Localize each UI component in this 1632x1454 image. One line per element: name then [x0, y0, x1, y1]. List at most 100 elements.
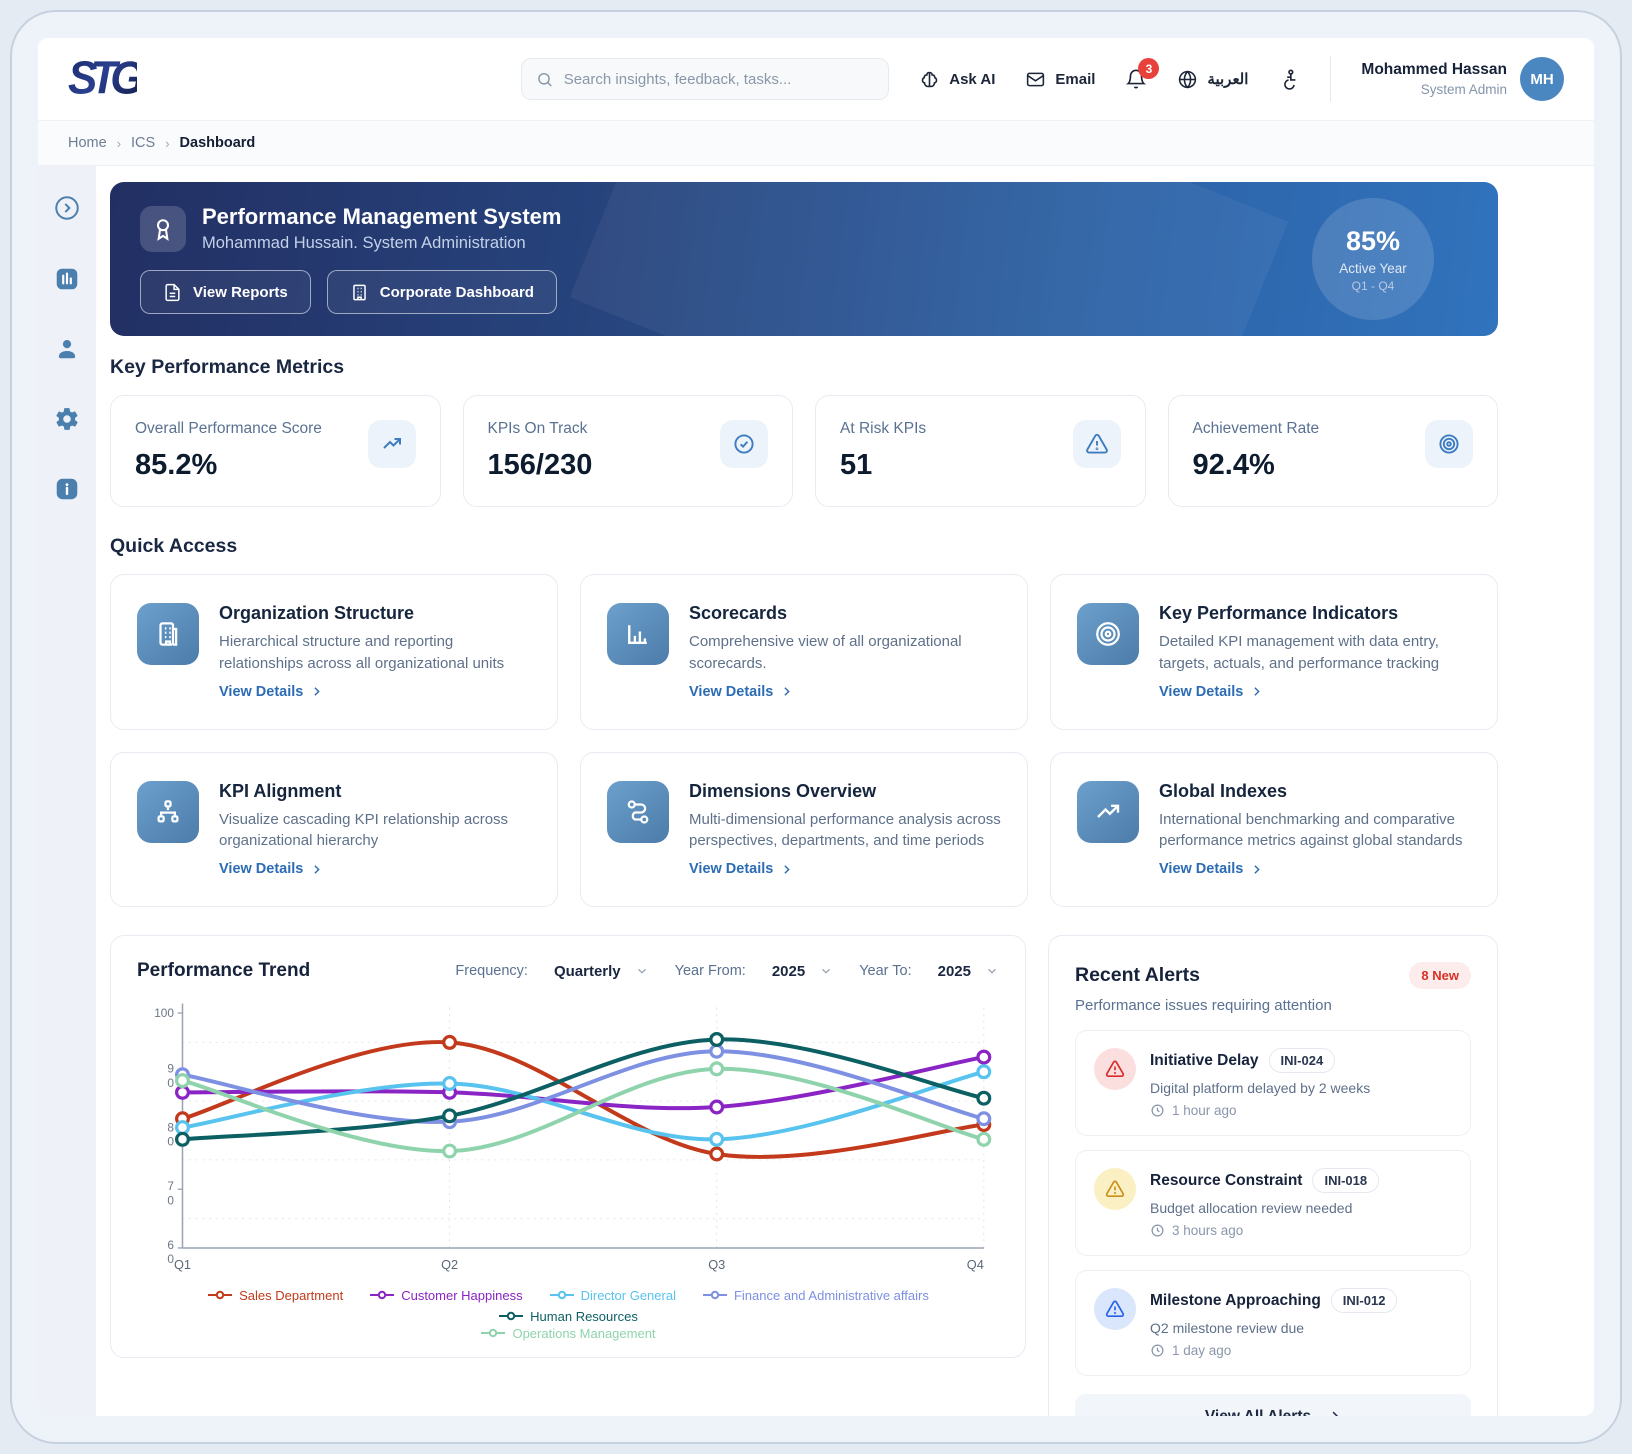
notifications-button[interactable]: 3 [1125, 58, 1160, 90]
quick-card-title: Global Indexes [1159, 780, 1288, 801]
legend-item: Human Resources [498, 1309, 638, 1324]
alert-item[interactable]: Resource Constraint INI-018 Budget alloc… [1075, 1150, 1471, 1256]
svg-text:100: 100 [154, 1006, 174, 1020]
alerts-title: Recent Alerts [1075, 964, 1200, 986]
chart-legend-row-1: Sales Department Customer Happiness Direct… [137, 1288, 999, 1324]
ask-ai-button[interactable]: Ask AI [919, 69, 995, 90]
quick-card-global-indexes[interactable]: Global Indexes International benchmarkin… [1050, 751, 1498, 907]
chevron-right-icon [314, 864, 321, 874]
corporate-dashboard-label: Corporate Dashboard [379, 283, 534, 301]
svg-text:0: 0 [167, 1076, 174, 1090]
alert-title: Initiative Delay [1150, 1051, 1259, 1069]
legend-marker-icon [702, 1291, 727, 1300]
quick-card-scorecards[interactable]: Scorecards Comprehensive view of all org… [580, 574, 1028, 730]
language-switcher[interactable]: العربية [1177, 69, 1248, 90]
metric-card-achievement: Achievement Rate 92.4% [1167, 395, 1498, 507]
corporate-dashboard-button[interactable]: Corporate Dashboard [326, 270, 557, 314]
svg-text:Q3: Q3 [708, 1257, 725, 1272]
quick-icon-chip [1077, 603, 1139, 665]
quick-card-dimensions[interactable]: Dimensions Overview Multi-dimensional pe… [580, 751, 1028, 907]
accessibility-button[interactable] [1278, 68, 1300, 90]
user-menu[interactable]: Mohammed Hassan System Admin MH [1361, 57, 1564, 101]
accessibility-icon [1284, 69, 1296, 90]
view-reports-button[interactable]: View Reports [140, 270, 311, 314]
alert-description: Budget allocation review needed [1150, 1200, 1353, 1216]
quick-icon-chip [137, 780, 199, 843]
user-icon [58, 340, 76, 359]
quick-icon-chip [137, 603, 199, 665]
sidebar-item-info[interactable] [54, 476, 80, 502]
gauge-label: Active Year [1339, 260, 1407, 276]
breadcrumb-section[interactable]: ICS [131, 135, 156, 151]
clock-icon [1151, 1224, 1164, 1237]
clock-icon [1151, 1344, 1164, 1357]
language-label: العربية [1207, 71, 1249, 88]
alerts-new-badge: 8 New [1409, 962, 1471, 989]
breadcrumb-home[interactable]: Home [68, 135, 107, 151]
metrics-heading: Key Performance Metrics [110, 356, 345, 378]
view-reports-label: View Reports [193, 283, 288, 301]
view-details-link[interactable]: View Details [219, 861, 323, 877]
frequency-select[interactable]: Quarterly [554, 963, 649, 980]
metric-card-overall-score: Overall Performance Score 85.2% [110, 395, 441, 507]
sidebar-item-analytics[interactable] [54, 266, 80, 292]
alert-time: 1 hour ago [1172, 1103, 1237, 1118]
chevron-right-icon [1254, 864, 1261, 874]
year-to-label: Year To: [859, 963, 912, 979]
view-details-link[interactable]: View Details [689, 861, 793, 877]
year-from-label: Year From: [674, 963, 746, 979]
sidebar-item-users[interactable] [54, 336, 80, 362]
alert-description: Q2 milestone review due [1150, 1320, 1305, 1336]
global-search[interactable] [521, 58, 890, 100]
company-logo: STG [68, 52, 144, 105]
award-icon [156, 218, 170, 241]
file-text-icon [165, 283, 180, 301]
notification-badge: 3 [1138, 58, 1160, 79]
legend-item: Operations Management [480, 1326, 656, 1341]
expand-sidebar-button[interactable] [53, 194, 81, 222]
view-details-link[interactable]: View Details [1159, 684, 1263, 700]
view-all-alerts-button[interactable]: View All Alerts [1075, 1394, 1471, 1416]
target-icon [1439, 434, 1459, 454]
header-divider [1330, 56, 1332, 102]
chevron-right-icon [784, 687, 791, 696]
avatar[interactable]: MH [1520, 57, 1564, 101]
metric-icon-chip [367, 420, 416, 468]
alert-triangle-icon [1105, 1060, 1125, 1077]
metric-label: Achievement Rate [1192, 420, 1320, 437]
view-details-link[interactable]: View Details [219, 684, 323, 700]
quick-card-description: Comprehensive view of all organizational… [689, 633, 962, 672]
alert-severity-chip [1094, 1048, 1136, 1090]
year-to-select[interactable]: 2025 [938, 963, 999, 980]
svg-text:9: 9 [167, 1062, 174, 1076]
email-button[interactable]: Email [1025, 69, 1095, 90]
legend-marker-icon [208, 1291, 233, 1300]
view-details-link[interactable]: View Details [1159, 861, 1263, 877]
alert-id-pill: INI-018 [1312, 1168, 1380, 1193]
metric-icon-chip [1072, 420, 1121, 468]
ask-ai-label: Ask AI [949, 70, 996, 88]
quick-card-kpis[interactable]: Key Performance Indicators Detailed KPI … [1050, 574, 1498, 730]
metric-value: 51 [840, 449, 873, 481]
breadcrumb: Home › ICS › Dashboard [38, 120, 1594, 166]
search-input[interactable] [563, 70, 875, 88]
metric-value: 92.4% [1192, 449, 1275, 481]
sidebar-item-settings[interactable] [54, 406, 80, 432]
bell-icon [1126, 69, 1147, 89]
alerts-subtitle: Performance issues requiring attention [1075, 997, 1332, 1014]
info-icon [56, 478, 78, 500]
chevron-down-icon [988, 968, 996, 974]
legend-item: Sales Department [207, 1288, 343, 1303]
view-details-link[interactable]: View Details [689, 684, 793, 700]
quick-icon-chip [1077, 780, 1139, 843]
quick-card-organization-structure[interactable]: Organization Structure Hierarchical stru… [110, 574, 558, 730]
quick-card-kpi-alignment[interactable]: KPI Alignment Visualize cascading KPI re… [110, 751, 558, 907]
alert-triangle-icon [1105, 1180, 1125, 1197]
brain-icon [921, 71, 938, 87]
alert-item[interactable]: Milestone Approaching INI-012 Q2 milesto… [1075, 1270, 1471, 1376]
alert-item[interactable]: Initiative Delay INI-024 Digital platfor… [1075, 1030, 1471, 1136]
year-from-select[interactable]: 2025 [772, 963, 833, 980]
alert-description: Digital platform delayed by 2 weeks [1150, 1080, 1371, 1096]
page-subtitle: Mohammad Hussain. System Administration [202, 234, 526, 252]
